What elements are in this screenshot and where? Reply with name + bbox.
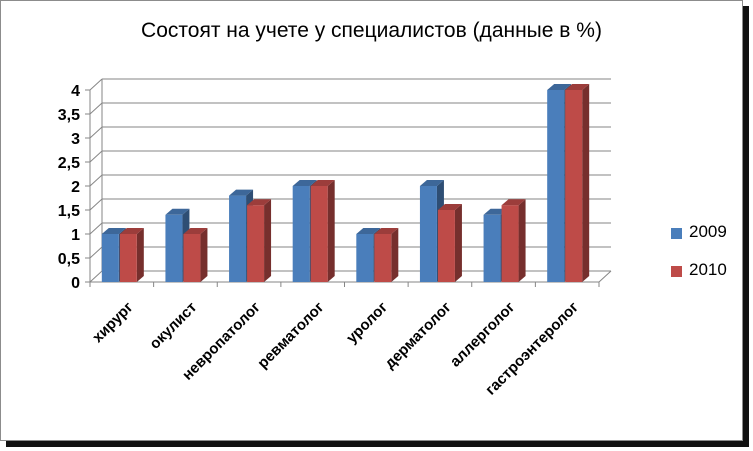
bar-top-2010-невропатолог — [247, 199, 272, 206]
gridline-side — [89, 198, 103, 211]
bar-side-2010-гастроэнтеролог — [582, 84, 590, 282]
bar-top-2009-окулист — [165, 208, 190, 215]
gridline-side — [89, 246, 103, 259]
bar-top-2009-ревматолог — [292, 180, 317, 186]
bar-side-2010-невропатолог — [264, 199, 272, 282]
x-tick-label: уролог — [343, 299, 391, 347]
bar-side-2010-ревматолог — [327, 180, 335, 282]
bar-2010-окулист — [183, 234, 201, 282]
bar-2010-дерматолог — [437, 210, 455, 282]
bar-2009-дерматолог — [419, 186, 437, 282]
bar-2009-аллерголог — [483, 214, 501, 282]
chart-title: Состоят на учете у специалистов (данные … — [141, 19, 602, 42]
gridline-side — [89, 150, 103, 163]
legend-label-2009: 2009 — [689, 222, 727, 241]
bar-top-2010-ревматолог — [310, 180, 335, 186]
x-tick-label: хирург — [89, 299, 136, 346]
bar-top-2009-хирург — [101, 228, 126, 234]
y-tick-label: 3 — [71, 131, 80, 148]
x-tick-label: ревматолог — [254, 299, 327, 372]
bar-2009-окулист — [165, 214, 183, 282]
bar-side-2010-окулист — [200, 228, 208, 282]
bar-top-2010-окулист — [183, 228, 208, 234]
x-tick-label: окулист — [146, 299, 200, 353]
bar-2010-хирург — [119, 234, 137, 282]
floor-right-edge — [598, 270, 612, 283]
y-tick-label: 0,5 — [58, 251, 80, 268]
bar-2010-гастроэнтеролог — [565, 90, 583, 282]
bar-2009-уролог — [356, 234, 374, 282]
gridline-side — [89, 78, 103, 91]
bar-2010-уролог — [374, 234, 392, 282]
y-tick-label: 1,5 — [58, 203, 80, 220]
legend-swatch-2010 — [671, 266, 682, 277]
bar-top-2009-гастроэнтеролог — [547, 84, 572, 90]
gridline-side — [89, 126, 103, 139]
bar-top-2009-невропатолог — [229, 189, 254, 196]
bar-side-2010-аллерголог — [518, 199, 526, 282]
y-tick-label: 0 — [71, 275, 80, 292]
bar-2009-хирург — [101, 234, 119, 282]
y-tick-label: 4 — [71, 83, 80, 100]
x-tick-label: дерматолог — [381, 299, 454, 372]
bar-2009-гастроэнтеролог — [547, 90, 565, 282]
x-tick-label: аллерголог — [447, 299, 519, 371]
bar-top-2010-аллерголог — [501, 199, 526, 206]
bar-2010-невропатолог — [247, 205, 265, 282]
bar-2010-аллерголог — [501, 205, 519, 282]
legend-label-2010: 2010 — [689, 260, 727, 279]
bar-top-2010-уролог — [374, 228, 399, 234]
chart-frame: Состоят на учете у специалистов (данные … — [0, 0, 743, 441]
bar-2009-невропатолог — [229, 195, 247, 282]
bar-top-2010-хирург — [119, 228, 144, 234]
y-tick-label: 2,5 — [58, 155, 80, 172]
bar-side-2010-уролог — [391, 228, 399, 282]
gridline-side — [89, 174, 103, 187]
bar-2010-ревматолог — [310, 186, 328, 282]
bar-top-2009-дерматолог — [419, 180, 444, 186]
y-tick-label: 3,5 — [58, 107, 80, 124]
legend-swatch-2009 — [671, 228, 682, 239]
bar-2009-ревматолог — [292, 186, 310, 282]
y-tick-label: 1 — [71, 227, 80, 244]
bar-top-2010-дерматолог — [437, 204, 462, 210]
bar-side-2010-хирург — [136, 228, 144, 282]
bar-top-2010-гастроэнтеролог — [565, 84, 590, 90]
y-tick-label: 2 — [71, 179, 80, 196]
bar-top-2009-уролог — [356, 228, 381, 234]
gridline-side — [89, 102, 103, 115]
gridline-side — [89, 222, 103, 235]
bar-side-2010-дерматолог — [454, 204, 462, 282]
gridline-side — [89, 270, 103, 283]
